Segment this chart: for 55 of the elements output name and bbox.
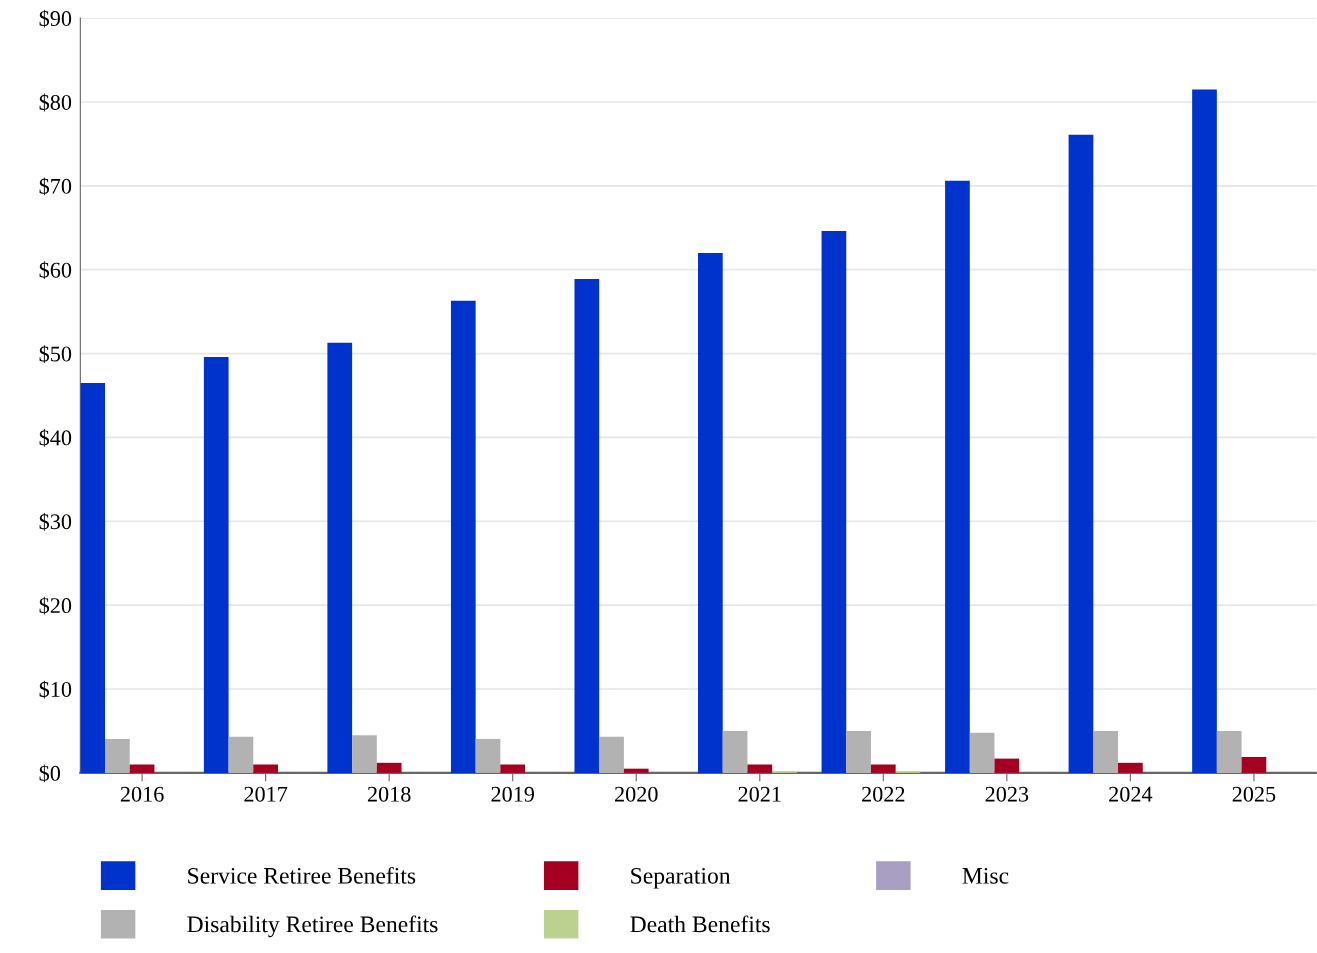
bar <box>203 356 229 773</box>
bar <box>870 764 896 773</box>
bar <box>1241 756 1267 773</box>
bar <box>1093 730 1119 773</box>
y-tick-label: $10 <box>39 680 72 699</box>
bar <box>574 278 600 773</box>
legend-label: Separation <box>631 867 731 889</box>
bar <box>129 764 155 773</box>
bar <box>846 730 871 773</box>
bar <box>821 231 847 773</box>
bar <box>1216 730 1242 773</box>
x-tick-label: 2024 <box>1109 786 1153 802</box>
legend-label: Disability Retiree Benefits <box>187 915 438 938</box>
bar <box>1118 762 1143 773</box>
bar <box>1068 134 1094 773</box>
y-tick-label: $40 <box>39 429 72 447</box>
bar <box>105 738 130 773</box>
bar <box>500 764 526 773</box>
x-tick-label: 2020 <box>615 786 658 802</box>
x-tick-label: 2021 <box>738 786 781 802</box>
y-tick-label: $50 <box>39 345 72 363</box>
y-tick-label: $0 <box>39 764 61 783</box>
bar <box>352 735 377 773</box>
x-tick-label: 2019 <box>491 786 535 802</box>
y-tick-label: $70 <box>39 177 72 196</box>
bar <box>698 252 723 773</box>
bar <box>599 736 624 773</box>
y-tick-label: $60 <box>39 261 72 280</box>
legend-label: Misc <box>962 867 1009 884</box>
bar <box>475 738 501 773</box>
bar <box>1192 89 1217 773</box>
x-tick-label: 2025 <box>1232 786 1276 802</box>
bar <box>623 768 649 773</box>
y-tick-label: $80 <box>39 93 72 112</box>
bar <box>747 764 773 773</box>
x-tick-label: 2017 <box>244 786 288 802</box>
y-tick-label: $90 <box>39 9 72 28</box>
bar <box>376 762 402 773</box>
bar <box>228 736 254 773</box>
bar <box>994 758 1020 773</box>
y-tick-label: $30 <box>39 512 72 531</box>
bar <box>253 764 278 773</box>
x-tick-label: 2023 <box>985 786 1029 802</box>
x-tick-label: 2018 <box>367 786 411 802</box>
bar <box>327 342 353 773</box>
y-tick-label: $20 <box>39 596 72 615</box>
bar <box>722 730 748 773</box>
bar <box>80 382 106 773</box>
legend-label: Service Retiree Benefits <box>188 866 416 884</box>
legend-label: Death Benefits <box>630 915 770 933</box>
bar <box>450 300 476 773</box>
x-tick-label: 2016 <box>120 786 164 802</box>
x-tick-label: 2022 <box>862 786 905 802</box>
bar <box>945 180 970 773</box>
bar <box>969 732 995 773</box>
